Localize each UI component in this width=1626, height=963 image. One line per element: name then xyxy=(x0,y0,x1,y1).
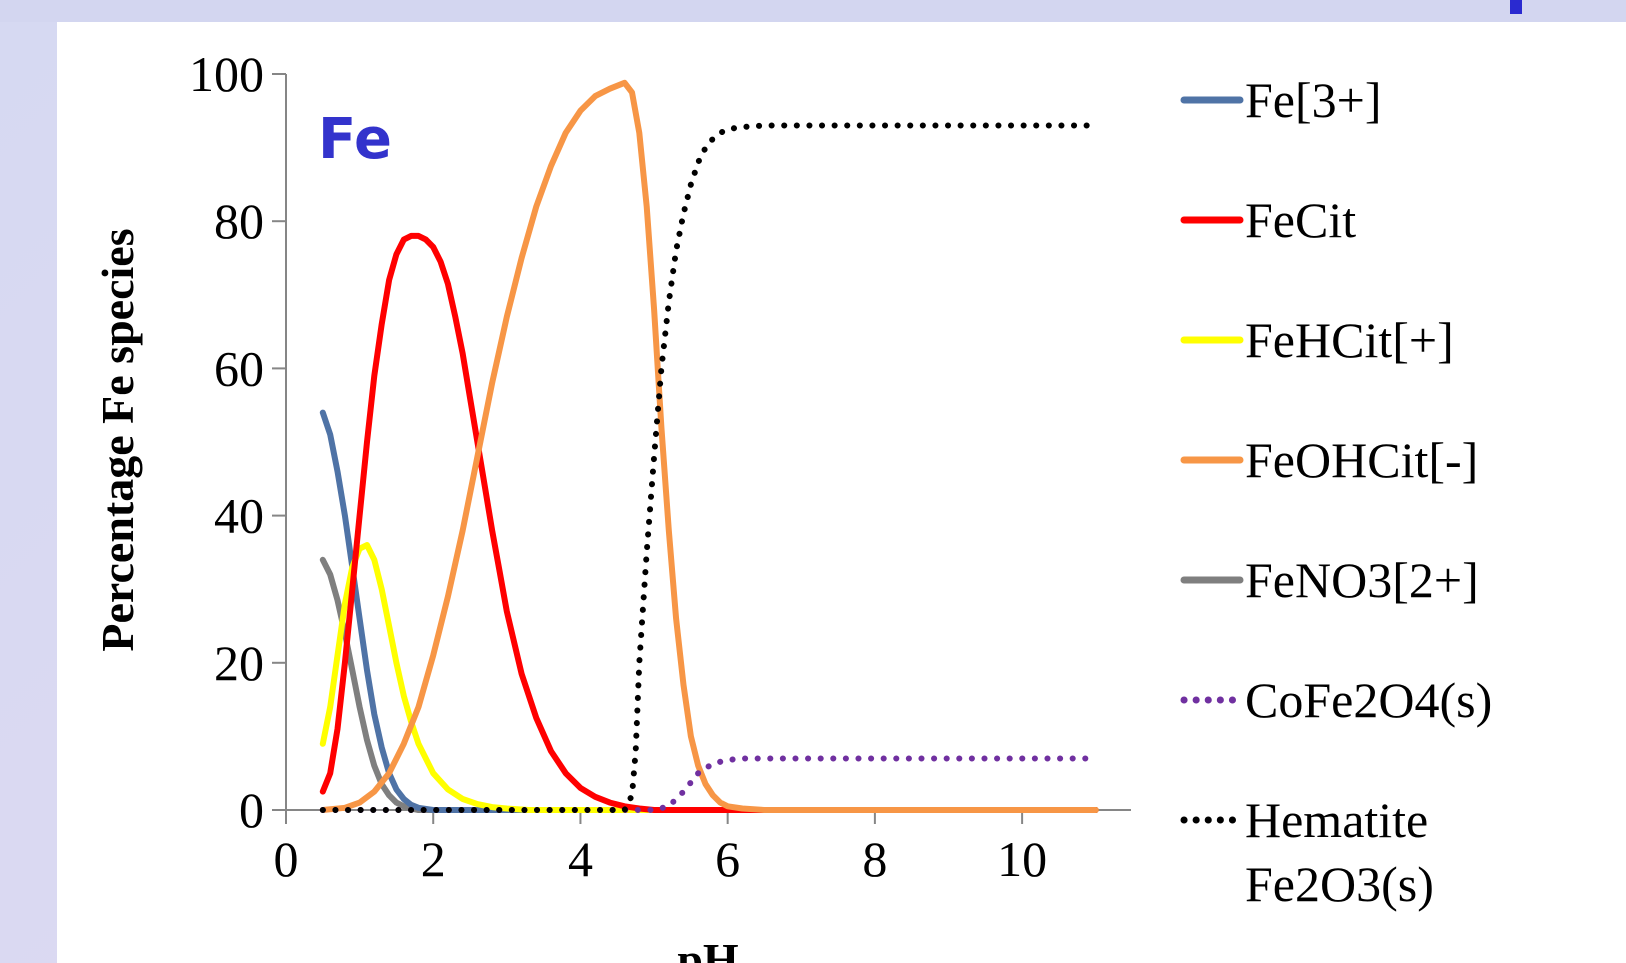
axes-layer: 0 20 40 60 80 100 0 2 4 6 8 10 xyxy=(189,46,1131,887)
series-line-fe-3 xyxy=(319,409,1099,813)
x-tick-label: 0 xyxy=(274,831,299,887)
legend-label-line: FeCit xyxy=(1245,192,1356,248)
x-tick-label: 6 xyxy=(715,831,740,887)
chart-panel xyxy=(57,22,1626,963)
legend-label: Hematite Fe2O3(s) xyxy=(1245,792,1434,912)
slide-corner-mark xyxy=(1510,0,1522,14)
x-tick-label: 10 xyxy=(997,831,1047,887)
y-tick-label: 20 xyxy=(214,635,264,691)
y-tick-label: 80 xyxy=(214,193,264,249)
legend-label-line: Fe2O3(s) xyxy=(1245,856,1434,912)
legend-label: FeOHCit[-] xyxy=(1245,432,1478,488)
series-line-feno3-2 xyxy=(319,556,1099,813)
series-line-fecit xyxy=(319,232,1099,813)
x-tick-label: 2 xyxy=(421,831,446,887)
x-axis-title: pH xyxy=(677,934,739,963)
y-tick-label: 100 xyxy=(189,46,264,102)
legend-label-line: Hematite xyxy=(1245,792,1428,848)
series-line-cofe2o4-s xyxy=(319,755,1099,813)
series-line-feohcit xyxy=(319,79,1099,813)
legend-label: FeHCit[+] xyxy=(1245,312,1454,368)
series-line-fehcit xyxy=(319,542,1099,813)
legend: Fe[3+] FeCit FeHCit[+] FeOHCit[-] FeNO3[2+] C… xyxy=(1180,72,1492,912)
legend-label: CoFe2O4(s) xyxy=(1245,672,1492,728)
y-axis-title: Percentage Fe species xyxy=(92,228,143,651)
legend-label: FeNO3[2+] xyxy=(1245,552,1479,608)
y-tick-label: 0 xyxy=(239,782,264,838)
series-line-hematite-fe2o3-s xyxy=(319,122,1099,813)
legend-label-line: FeHCit[+] xyxy=(1245,312,1454,368)
x-tick-label: 8 xyxy=(862,831,887,887)
legend-label-line: FeOHCit[-] xyxy=(1245,432,1478,488)
chart-annotation-fe: Fe xyxy=(318,107,392,172)
series-layer xyxy=(319,79,1099,813)
x-tick-label: 4 xyxy=(568,831,593,887)
legend-label-line: FeNO3[2+] xyxy=(1245,552,1479,608)
legend-label: FeCit xyxy=(1245,192,1356,248)
legend-label-line: Fe[3+] xyxy=(1245,72,1382,128)
slide-top-bar xyxy=(0,0,1626,22)
y-tick-label: 60 xyxy=(214,340,264,396)
y-tick-label: 40 xyxy=(214,488,264,544)
legend-label: Fe[3+] xyxy=(1245,72,1382,128)
legend-label-line: CoFe2O4(s) xyxy=(1245,672,1492,728)
